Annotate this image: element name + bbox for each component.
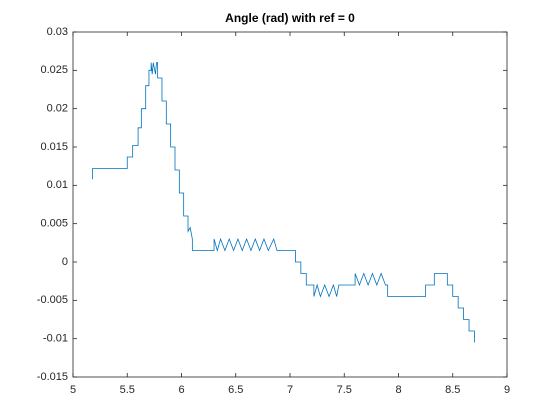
x-tick-label: 7 bbox=[287, 384, 293, 396]
plot-box bbox=[72, 31, 508, 378]
x-tick-label: 9 bbox=[504, 384, 510, 396]
x-tick-label: 6.5 bbox=[228, 384, 243, 396]
y-tick-label: -0.01 bbox=[43, 333, 68, 345]
y-tick-label: 0.025 bbox=[40, 64, 68, 76]
chart-title: Angle (rad) with ref = 0 bbox=[225, 11, 355, 25]
y-tick-label: -0.015 bbox=[37, 371, 68, 383]
y-tick-label: 0.02 bbox=[47, 103, 68, 115]
y-tick-label: 0.01 bbox=[47, 179, 68, 191]
y-tick-label: 0.015 bbox=[40, 141, 68, 153]
x-tick-label: 8.5 bbox=[445, 384, 460, 396]
y-tick-label: 0.005 bbox=[40, 218, 68, 230]
y-tick-label: 0 bbox=[62, 256, 68, 268]
y-tick-label: 0.03 bbox=[47, 26, 68, 38]
x-tick-label: 5.5 bbox=[120, 384, 135, 396]
x-tick-label: 5 bbox=[70, 384, 76, 396]
x-tick-label: 8 bbox=[395, 384, 401, 396]
x-tick-label: 7.5 bbox=[337, 384, 352, 396]
data-line bbox=[92, 62, 475, 343]
x-tick-label: 6 bbox=[178, 384, 184, 396]
y-tick-label: -0.005 bbox=[37, 294, 68, 306]
